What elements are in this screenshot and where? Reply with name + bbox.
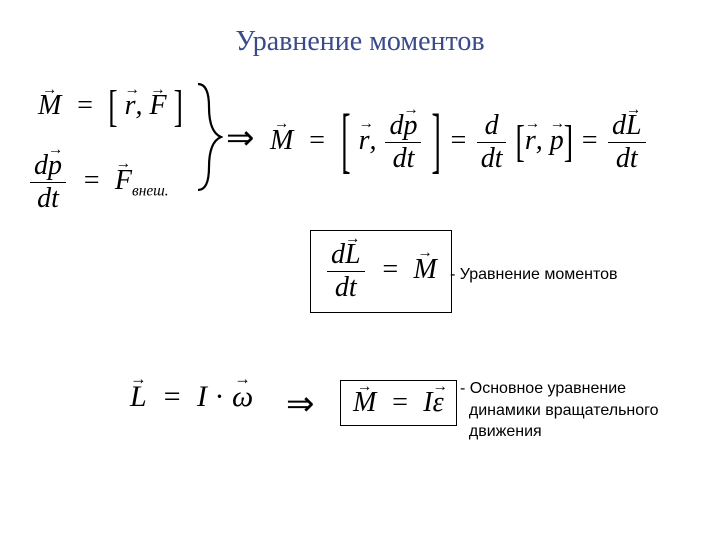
eq-m-rf: →M = [ →r, →F ] xyxy=(38,90,183,124)
page-title: Уравнение моментов xyxy=(0,26,720,58)
caption-main-eq: - Основное уравнение динамики вращательн… xyxy=(460,378,659,443)
eq-l-iw: →L = I · →ω xyxy=(130,380,253,414)
implies-1: ⇒ xyxy=(226,118,255,158)
box-moment-eq: d→L dt = →M xyxy=(310,230,452,313)
brace-icon xyxy=(193,82,223,192)
eq-dpdt-f: d→p dt = →Fвнеш. xyxy=(28,150,169,215)
eq-derivation: →M = [ →r, d→p dt ] = d dt [→r, →p] = d→… xyxy=(270,110,648,175)
caption-moment-eq: - Уравнение моментов xyxy=(450,264,618,286)
implies-2: ⇒ xyxy=(286,384,315,424)
box-main-eq: →M = I→ε xyxy=(340,380,457,426)
